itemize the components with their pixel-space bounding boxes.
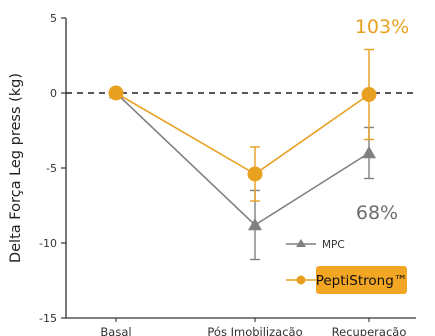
y-tick-label: 0 — [50, 87, 57, 100]
series-line-mpc — [115, 92, 370, 227]
y-axis-label: Delta Força Leg press (kg) — [8, 73, 24, 263]
legend-marker-peptistrong — [296, 275, 306, 285]
annotation-mpc: 68% — [356, 202, 398, 224]
legend-marker-mpc — [296, 239, 306, 247]
data-point-mpc — [362, 146, 376, 159]
series-layer — [66, 48, 416, 261]
x-tick-label: Pós Imobilização — [207, 325, 302, 336]
annotation-peptistrong: 103% — [355, 16, 409, 38]
data-point-peptistrong — [361, 87, 377, 102]
y-tick-label: 5 — [50, 12, 57, 25]
legend-label-mpc: MPC — [322, 239, 345, 251]
data-point-mpc — [248, 218, 262, 231]
series-peptistrong — [108, 48, 377, 202]
x-tick-labels: Basal Pós Imobilização Recuperação — [100, 318, 406, 336]
y-tick-label: -10 — [39, 237, 57, 250]
x-tick-label: Recuperação — [332, 325, 407, 336]
legend-label-peptistrong: PeptiStrong™ — [316, 273, 408, 289]
series-line-peptistrong — [115, 92, 370, 175]
y-tick-label: -5 — [46, 162, 57, 175]
y-ticks: 5 0 -5 -10 -15 — [39, 12, 66, 325]
data-point-peptistrong — [247, 166, 263, 182]
data-point-peptistrong — [108, 85, 124, 101]
legend: MPC PeptiStrong™ — [286, 239, 407, 294]
annotations: 103% 68% — [355, 16, 409, 224]
x-tick-label: Basal — [100, 325, 131, 336]
y-tick-label: -15 — [39, 312, 57, 325]
legend-highlight-peptistrong — [316, 266, 407, 294]
